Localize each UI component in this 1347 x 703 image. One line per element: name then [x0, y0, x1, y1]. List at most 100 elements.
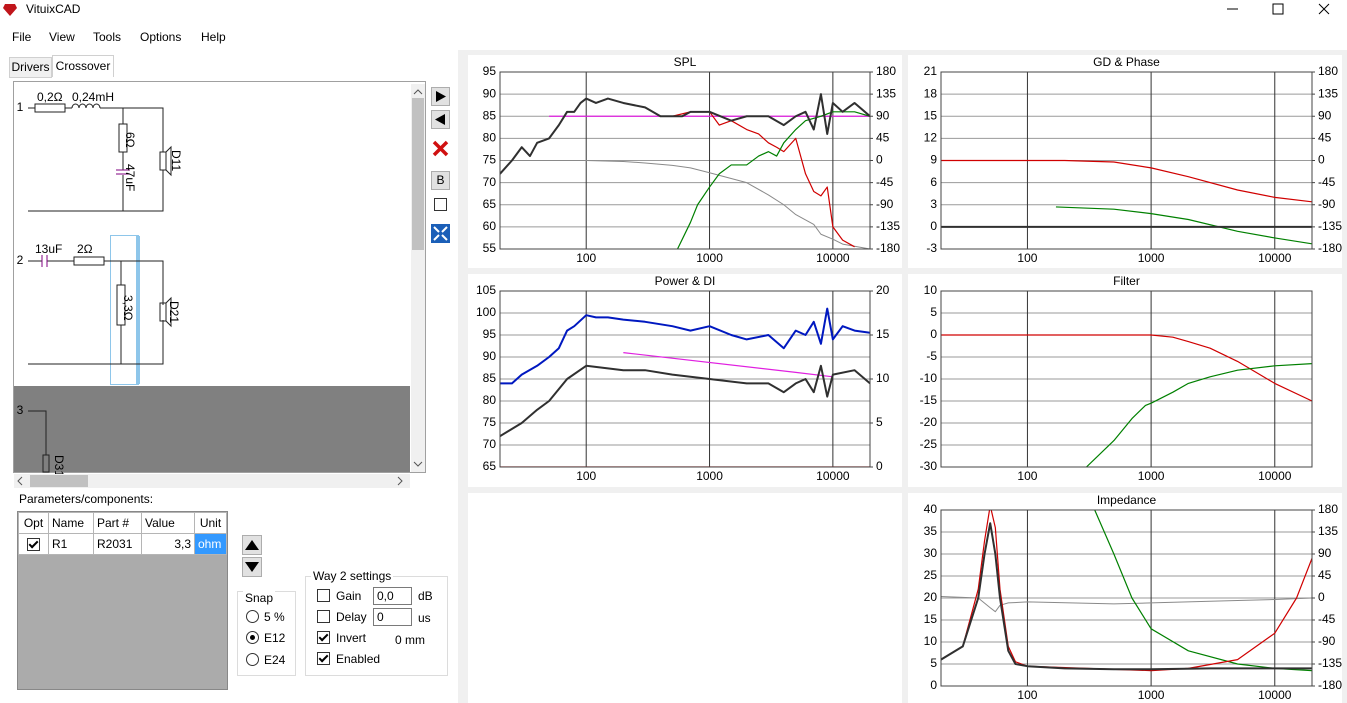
- x-tick-label: 10000: [1258, 251, 1292, 265]
- checkbox-label[interactable]: Gain: [336, 589, 362, 603]
- radio-label[interactable]: 5 %: [264, 610, 285, 624]
- chart-title: Impedance: [1097, 493, 1157, 507]
- checkbox[interactable]: [317, 610, 330, 623]
- tab-selected[interactable]: Crossover: [52, 55, 114, 77]
- checkbox[interactable]: [317, 589, 330, 602]
- y-tick-label: -10: [920, 371, 938, 385]
- menu-item[interactable]: Help: [201, 30, 226, 44]
- curve: [500, 160, 870, 249]
- radio[interactable]: [246, 631, 259, 644]
- unit-label: us: [418, 611, 431, 625]
- way-3-area: [14, 386, 410, 472]
- y2-tick-label: -45: [876, 175, 894, 189]
- way-label: 3: [17, 403, 24, 417]
- scroll-arrows[interactable]: [17, 476, 403, 486]
- delete-button[interactable]: [432, 140, 449, 157]
- y-tick-label: 10: [924, 634, 938, 648]
- b-button[interactable]: [431, 171, 450, 190]
- menu-item[interactable]: File: [12, 30, 32, 44]
- checkbox-label[interactable]: Delay: [336, 610, 367, 624]
- y2-tick-label: 180: [1318, 502, 1338, 516]
- close-button[interactable]: [1318, 3, 1330, 15]
- menu-item[interactable]: Options: [140, 30, 182, 44]
- fit-button[interactable]: [431, 224, 450, 243]
- menu-item[interactable]: View: [49, 30, 75, 44]
- curve: [941, 596, 1312, 613]
- y-tick-label: 70: [483, 175, 497, 189]
- h-scroll-thumb[interactable]: [30, 475, 88, 487]
- checkbox-label[interactable]: Enabled: [336, 652, 381, 666]
- y2-tick-label: 45: [1318, 131, 1332, 145]
- way-1-circuit: [28, 103, 172, 212]
- fit-icon: [433, 226, 448, 241]
- checkbox-label[interactable]: Invert: [336, 631, 367, 645]
- toggle-box[interactable]: [434, 198, 447, 211]
- y-tick-label: 0: [930, 678, 937, 692]
- curve: [941, 522, 1312, 671]
- y2-tick-label: 15: [876, 327, 890, 341]
- curve: [1086, 363, 1312, 467]
- plot-curves: [941, 510, 1312, 672]
- y2-tick-label: -135: [876, 219, 900, 233]
- plot-border: [499, 71, 871, 250]
- x-tick-label: 1000: [1138, 688, 1165, 702]
- y-tick-label: 75: [483, 153, 497, 167]
- x-tick-label: 1000: [696, 251, 723, 265]
- cell-selected[interactable]: ohm: [194, 533, 227, 555]
- driver-label: D21: [167, 301, 181, 323]
- y2-tick-label: 90: [876, 108, 890, 122]
- delay-input[interactable]: 0: [373, 608, 412, 626]
- radio[interactable]: [246, 653, 259, 666]
- menu-item[interactable]: Tools: [93, 30, 122, 44]
- column-header: Unit: [194, 512, 227, 534]
- tab[interactable]: Drivers: [9, 57, 52, 78]
- v-scroll-thumb[interactable]: [412, 98, 424, 250]
- y-tick-label: 9: [930, 153, 937, 167]
- curve: [941, 334, 1312, 402]
- checkbox[interactable]: [317, 631, 330, 644]
- cell[interactable]: 3,3: [141, 533, 195, 555]
- gain-input[interactable]: 0,0: [373, 587, 412, 605]
- chart-title: SPL: [674, 55, 697, 69]
- way-3-circuit: [28, 410, 47, 455]
- y-tick-label: 90: [483, 86, 497, 100]
- y-tick-label: 18: [924, 86, 938, 100]
- y-tick-label: 90: [483, 349, 497, 363]
- checkbox[interactable]: [317, 652, 330, 665]
- cell[interactable]: R1: [48, 533, 94, 555]
- chart-title: GD & Phase: [1093, 55, 1160, 69]
- chart-title: Power & DI: [655, 274, 716, 288]
- x-tick-label: 100: [1017, 251, 1037, 265]
- plot-border: [940, 509, 1313, 687]
- y-tick-label: 105: [476, 283, 496, 297]
- h-scrollbar[interactable]: [14, 474, 410, 488]
- curve: [623, 352, 833, 378]
- curve: [1055, 206, 1312, 245]
- radio[interactable]: [246, 610, 259, 623]
- y-tick-label: 10: [924, 283, 938, 297]
- component-label: 0,2Ω: [37, 90, 63, 104]
- scroll-arrows[interactable]: [413, 89, 423, 467]
- y-tick-label: -30: [920, 459, 938, 473]
- y2-tick-label: 0: [876, 459, 883, 473]
- b-button-label: B: [436, 173, 444, 187]
- radio-label[interactable]: E12: [264, 631, 286, 645]
- driver-label: D31: [52, 455, 66, 477]
- checkbox[interactable]: [27, 538, 40, 551]
- prev-icon: [435, 114, 445, 125]
- way-label: 2: [17, 253, 24, 267]
- next-icon: [436, 91, 446, 102]
- y-tick-label: 95: [483, 64, 497, 78]
- plot-curves: [941, 334, 1312, 467]
- y-tick-label: -5: [926, 349, 937, 363]
- x-tick-label: 100: [1017, 688, 1037, 702]
- opt-cell[interactable]: [18, 533, 49, 555]
- component-label: 13uF: [35, 242, 62, 256]
- column-header: Opt: [18, 512, 49, 534]
- radio-label[interactable]: E24: [264, 653, 286, 667]
- cell[interactable]: R2031: [93, 533, 142, 555]
- y-tick-label: 85: [483, 371, 497, 385]
- maximize-button[interactable]: [1272, 3, 1284, 15]
- x-tick-label: 1000: [1138, 251, 1165, 265]
